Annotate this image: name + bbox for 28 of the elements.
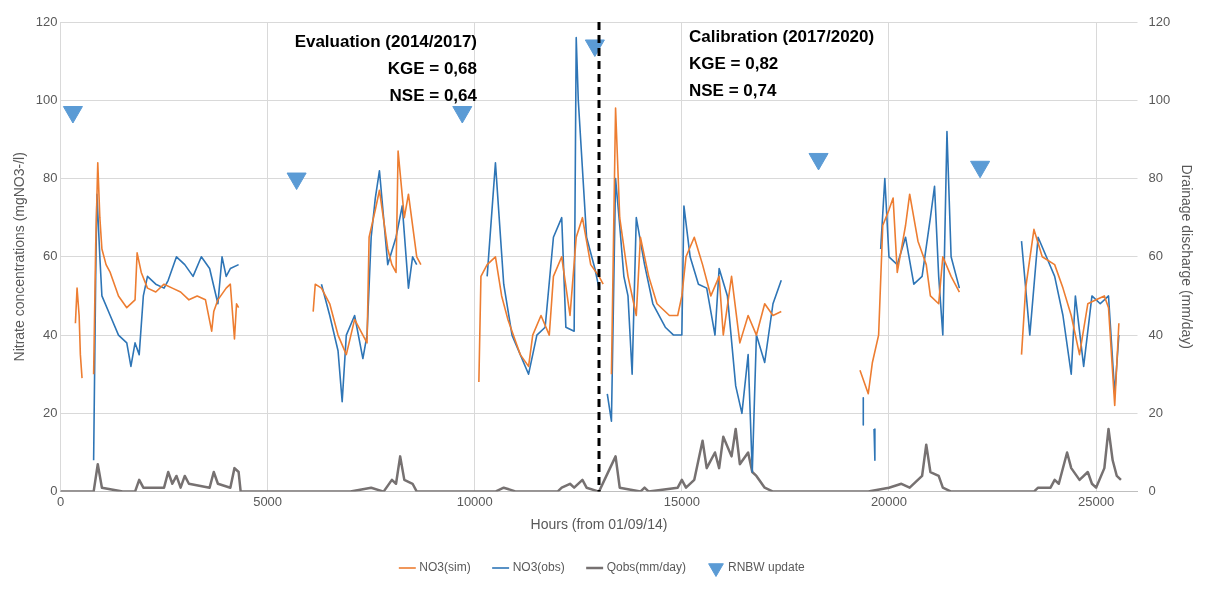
y-tick-label: 100 xyxy=(35,91,58,107)
y2-tick-label: 0 xyxy=(1148,483,1156,499)
y-tick-label: 40 xyxy=(43,326,58,342)
legend-label: RNBW update xyxy=(728,560,806,575)
annotation: Evaluation (2014/2017) KGE = 0,68 NSE = 0,64 xyxy=(294,32,478,106)
y2-tick-label: 60 xyxy=(1148,248,1163,264)
x-tick-label: 5000 xyxy=(253,493,283,509)
y-tick-label: 0 xyxy=(50,483,58,499)
y2-tick-label: 100 xyxy=(1148,91,1171,107)
y2-axis-title: Drainage discharge (mm/day) xyxy=(1178,164,1195,349)
y-tick-label: 120 xyxy=(35,13,58,29)
y-tick-label: 60 xyxy=(43,248,58,264)
y2-tick-label: 20 xyxy=(1148,404,1163,420)
x-tick-label: 20000 xyxy=(870,493,908,509)
x-tick-label: 25000 xyxy=(1078,493,1115,509)
y2-tick-label: 80 xyxy=(1148,170,1163,186)
legend-label: NO3(sim) xyxy=(419,560,471,575)
y-tick-label: 20 xyxy=(43,404,58,420)
annotation: Calibration (2017/2020) KGE = 0,82 NSE = 0,74 xyxy=(689,27,875,101)
x-axis-title: Hours (from 01/09/14) xyxy=(530,516,668,533)
y-tick-label: 80 xyxy=(43,170,58,186)
legend-label: NO3(obs) xyxy=(512,560,565,575)
legend-label: Qobs(mm/day) xyxy=(606,560,687,575)
y-axis-title: Nitrate concentrations (mgNO3-/l) xyxy=(11,152,28,362)
x-tick-label: 10000 xyxy=(456,493,493,509)
x-tick-label: 15000 xyxy=(663,493,700,509)
y2-tick-label: 40 xyxy=(1148,326,1163,342)
y2-tick-label: 120 xyxy=(1148,13,1171,29)
